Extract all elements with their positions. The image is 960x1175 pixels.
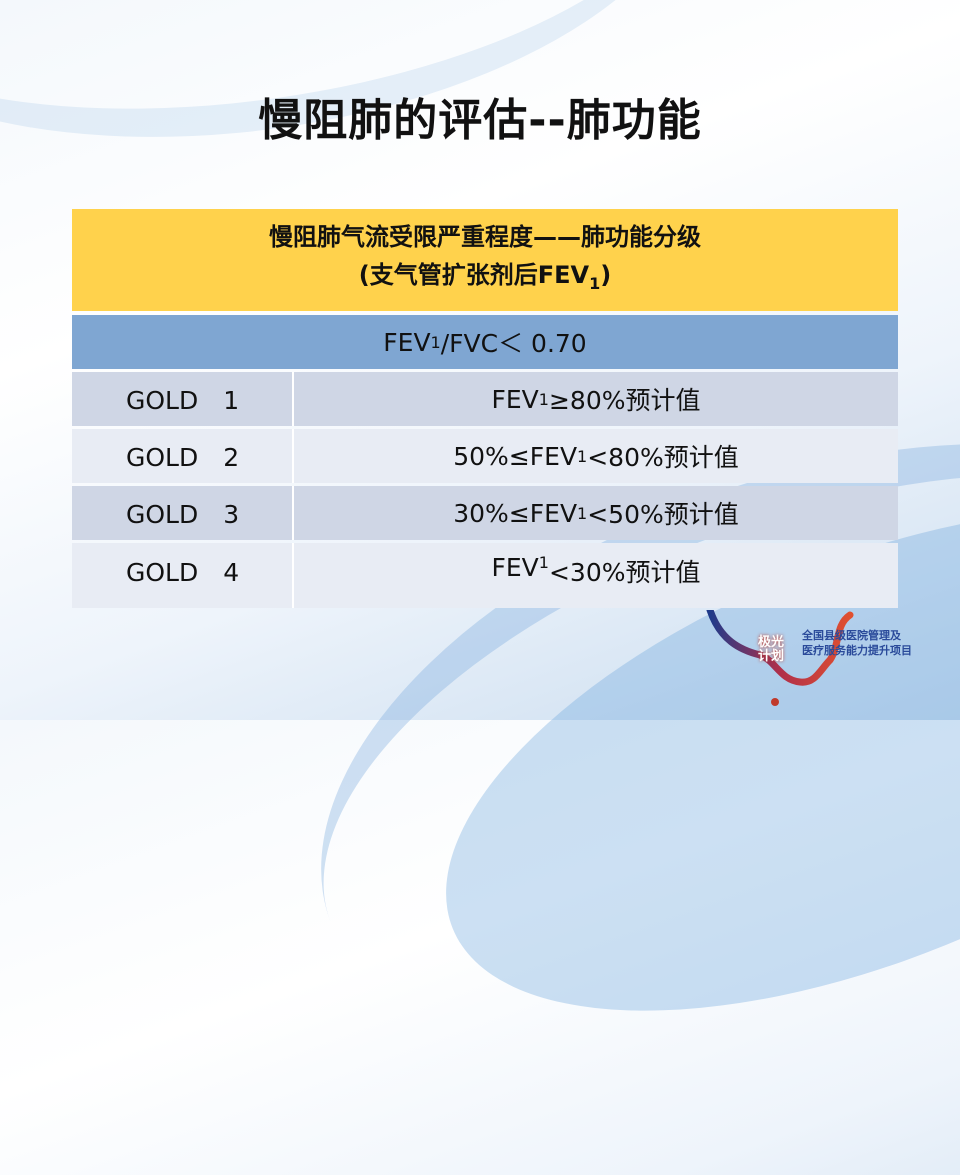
logo-line: 全国县级医院管理及	[802, 629, 901, 642]
subscript: 1	[430, 332, 441, 352]
value-text: FEV	[491, 553, 539, 582]
logo-line: 医疗服务能力提升项目	[802, 644, 912, 657]
value-text: ≥80%预计值	[548, 386, 701, 415]
china-map-logo	[706, 610, 854, 706]
criterion-text: FEV	[383, 327, 431, 357]
header-text: )	[600, 260, 612, 289]
value-text: <50%预计值	[587, 500, 739, 529]
table-row: GOLD 3 30%≤FEV 1 <50%预计值	[72, 486, 898, 540]
criterion-row: FEV 1/FVC＜ 0.70	[72, 315, 898, 369]
value-cell: FEV 1 ≥80%预计值	[294, 372, 898, 426]
subscript: 1	[538, 553, 549, 572]
subscript: 1	[589, 273, 601, 293]
table-row: GOLD 4 FEV 1 <30%预计值	[72, 543, 898, 608]
gold-classification-table: 慢阻肺气流受限严重程度——肺功能分级 (支气管扩张剂后FEV1) FEV 1/FV…	[72, 209, 898, 608]
table-header: 慢阻肺气流受限严重程度——肺功能分级 (支气管扩张剂后FEV1)	[72, 209, 898, 311]
value-cell: 50%≤FEV 1 <80%预计值	[294, 429, 898, 483]
header-text: (支气管扩张剂后FEV	[358, 260, 590, 289]
subscript: 1	[538, 389, 549, 409]
grade-cell: GOLD 2	[72, 429, 294, 483]
slide-title: 慢阻肺的评估--肺功能	[258, 95, 702, 146]
grade-cell: GOLD 4	[72, 543, 294, 608]
header-line2: (支气管扩张剂后FEV1)	[359, 256, 611, 303]
logo-mark: 极光计划	[758, 635, 785, 664]
value-text: 50%≤FEV	[453, 441, 578, 471]
value-text: <80%预计值	[587, 443, 739, 472]
header-line1: 慢阻肺气流受限严重程度——肺功能分级	[269, 222, 701, 251]
value-text: 30%≤FEV	[453, 498, 578, 528]
value-text: FEV	[491, 384, 539, 414]
value-text: <30%预计值	[548, 558, 701, 587]
table-row: GOLD 1 FEV 1 ≥80%预计值	[72, 372, 898, 426]
table-row: GOLD 2 50%≤FEV 1 <80%预计值	[72, 429, 898, 483]
logo-text: 全国县级医院管理及 医疗服务能力提升项目	[802, 628, 912, 658]
value-cell: 30%≤FEV 1 <50%预计值	[294, 486, 898, 540]
subscript: 1	[577, 503, 588, 523]
subscript: 1	[577, 446, 588, 466]
grade-cell: GOLD 1	[72, 372, 294, 426]
value-cell: FEV 1 <30%预计值	[294, 543, 898, 608]
grade-cell: GOLD 3	[72, 486, 294, 540]
criterion-text: /FVC＜ 0.70	[440, 329, 587, 358]
